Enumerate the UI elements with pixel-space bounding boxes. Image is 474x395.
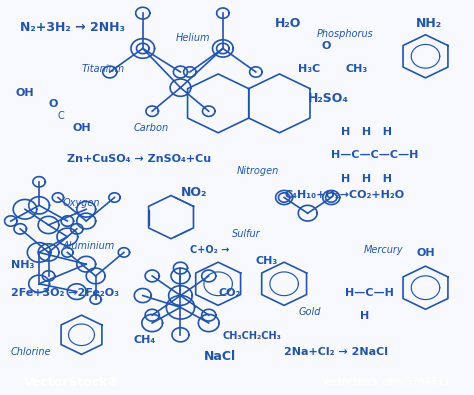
- Text: H—C—H: H—C—H: [346, 288, 394, 298]
- Text: 2Fe+3O₂ →2Fe₂O₃: 2Fe+3O₂ →2Fe₂O₃: [11, 288, 119, 298]
- Text: Zn+CuSO₄ → ZnSO₄+Cu: Zn+CuSO₄ → ZnSO₄+Cu: [67, 154, 211, 164]
- Text: N₂+3H₂ → 2NH₃: N₂+3H₂ → 2NH₃: [20, 21, 125, 34]
- Text: OH: OH: [72, 123, 91, 133]
- Text: CH₃: CH₃: [346, 64, 368, 74]
- Text: CH₃: CH₃: [256, 256, 278, 266]
- Text: Titanium: Titanium: [82, 64, 125, 74]
- Text: O: O: [48, 100, 58, 109]
- Text: 2Na+Cl₂ → 2NaCl: 2Na+Cl₂ → 2NaCl: [284, 346, 388, 357]
- Text: Helium: Helium: [176, 33, 210, 43]
- Text: NH₂: NH₂: [416, 17, 442, 30]
- Text: Chlorine: Chlorine: [11, 346, 51, 357]
- Text: O: O: [322, 41, 331, 51]
- Text: Gold: Gold: [298, 307, 321, 317]
- Text: VectorStock®: VectorStock®: [24, 376, 120, 389]
- Text: H₂O: H₂O: [275, 17, 301, 30]
- Text: H   H   H: H H H: [341, 174, 392, 184]
- Text: H   H   H: H H H: [341, 127, 392, 137]
- Text: OH: OH: [416, 248, 435, 258]
- Text: NO₂: NO₂: [181, 186, 207, 199]
- Text: H—C—C—C—H: H—C—C—C—H: [331, 150, 419, 160]
- Text: H₂SO₄: H₂SO₄: [308, 92, 348, 105]
- Text: Mercury: Mercury: [364, 245, 404, 254]
- Text: Sulfur: Sulfur: [232, 229, 261, 239]
- Text: Nitrogen: Nitrogen: [237, 166, 279, 176]
- Text: NH₃: NH₃: [11, 260, 34, 270]
- Text: H₃C: H₃C: [298, 64, 320, 74]
- Text: C: C: [58, 111, 64, 121]
- Text: H: H: [359, 311, 369, 321]
- Text: OH: OH: [16, 88, 34, 98]
- Text: Phosphorus: Phosphorus: [317, 29, 374, 39]
- Text: CH₃CH₂CH₃: CH₃CH₂CH₃: [223, 331, 282, 341]
- Text: C₄H₁₀+O₂→CO₂+H₂O: C₄H₁₀+O₂→CO₂+H₂O: [284, 190, 404, 199]
- Text: Oxygen: Oxygen: [63, 198, 100, 207]
- Text: CO₂: CO₂: [218, 288, 240, 298]
- Text: NaCl: NaCl: [204, 350, 236, 363]
- Text: Aluminium: Aluminium: [63, 241, 115, 251]
- Text: VectorStock.com/3784733: VectorStock.com/3784733: [322, 377, 450, 387]
- Text: C+O₂ →: C+O₂ →: [190, 245, 229, 254]
- Text: CH₄: CH₄: [133, 335, 155, 345]
- Text: Carbon: Carbon: [133, 123, 168, 133]
